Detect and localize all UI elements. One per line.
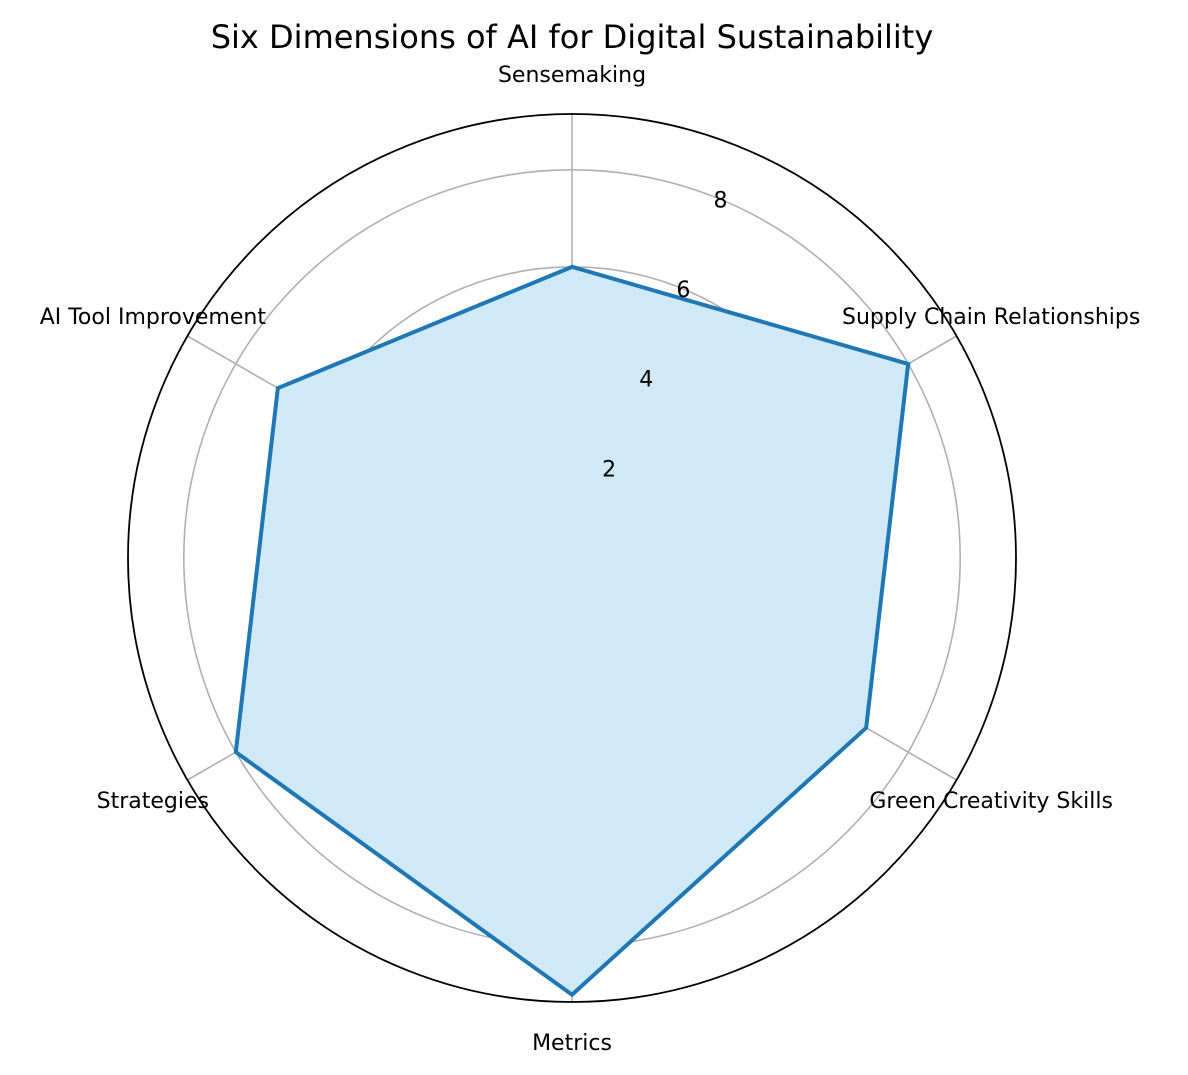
radial-tick-label: 2 [602, 457, 616, 482]
radial-tick-label: 4 [639, 368, 653, 393]
category-label: Green Creativity Skills [869, 789, 1113, 814]
category-label: Sensemaking [498, 63, 646, 88]
radial-tick-label: 8 [714, 188, 728, 213]
series-fill [236, 267, 908, 995]
category-label: Metrics [532, 1031, 612, 1056]
category-label: Supply Chain Relationships [842, 305, 1140, 330]
chart-title: Six Dimensions of AI for Digital Sustain… [211, 18, 934, 56]
radial-tick-label: 6 [676, 278, 690, 303]
category-label: AI Tool Improvement [40, 305, 267, 330]
category-label: Strategies [97, 789, 209, 814]
